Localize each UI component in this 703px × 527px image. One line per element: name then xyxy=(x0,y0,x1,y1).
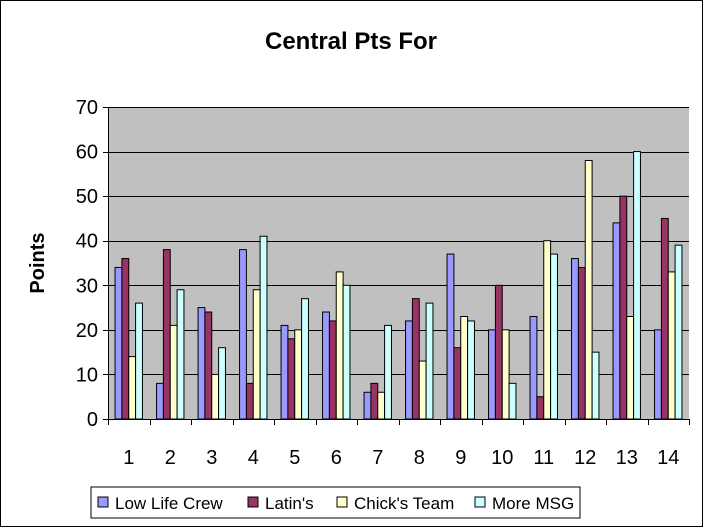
x-tick-label: 7 xyxy=(372,447,383,469)
bar-chick-s-team-8 xyxy=(418,360,427,420)
bar-latin-s-13 xyxy=(619,195,628,420)
bar-latin-s-1 xyxy=(121,258,130,420)
x-tick-label: 13 xyxy=(616,447,638,469)
bar-latin-s-8 xyxy=(411,298,420,420)
bar-latin-s-4 xyxy=(245,382,254,420)
bar-low-life-crew-5 xyxy=(280,324,289,420)
legend-label: More MSG xyxy=(492,494,574,513)
bar-more-msg-8 xyxy=(425,302,434,420)
bar-latin-s-3 xyxy=(204,311,213,420)
y-tick-label: 40 xyxy=(76,231,98,253)
y-axis-label: Points xyxy=(27,232,49,293)
bar-latin-s-6 xyxy=(328,320,337,420)
bar-chick-s-team-5 xyxy=(294,329,303,420)
legend-label: Chick's Team xyxy=(354,494,454,513)
bar-chick-s-team-10 xyxy=(501,329,510,420)
bar-chick-s-team-6 xyxy=(335,271,344,420)
bar-more-msg-2 xyxy=(176,289,185,420)
bar-chick-s-team-3 xyxy=(211,373,220,420)
bar-low-life-crew-12 xyxy=(571,258,579,420)
y-tick-label: 30 xyxy=(76,275,98,297)
legend-box xyxy=(90,486,581,519)
bar-low-life-crew-14 xyxy=(654,329,662,420)
bar-more-msg-10 xyxy=(508,382,517,420)
bar-low-life-crew-9 xyxy=(446,253,455,420)
bar-more-msg-11 xyxy=(550,253,558,420)
bar-chick-s-team-9 xyxy=(460,315,469,420)
bar-chick-s-team-12 xyxy=(584,159,593,420)
bar-chick-s-team-4 xyxy=(252,289,261,420)
bar-low-life-crew-1 xyxy=(114,266,123,420)
legend-swatch xyxy=(474,496,486,508)
bar-more-msg-4 xyxy=(259,235,268,420)
bar-low-life-crew-2 xyxy=(156,382,164,420)
bar-low-life-crew-11 xyxy=(529,315,538,420)
bar-more-msg-9 xyxy=(467,320,475,420)
y-tick-labels: 0 10 20 30 40 50 60 70 xyxy=(76,97,98,431)
bar-latin-s-2 xyxy=(162,249,171,420)
x-tick-label: 2 xyxy=(165,447,176,469)
legend-label: Latin's xyxy=(265,494,314,513)
bar-latin-s-14 xyxy=(660,217,669,420)
x-tick-label: 4 xyxy=(248,447,259,469)
x-tick-labels: 1 2 3 4 5 6 7 8 9 10 11 12 13 14 xyxy=(123,447,679,469)
bar-chick-s-team-13 xyxy=(626,315,635,420)
bar-more-msg-13 xyxy=(633,151,641,420)
bar-chick-s-team-7 xyxy=(377,391,386,420)
y-tick-label: 20 xyxy=(76,320,98,342)
bar-low-life-crew-7 xyxy=(363,391,372,420)
bar-latin-s-9 xyxy=(453,347,462,420)
bar-more-msg-1 xyxy=(135,302,143,420)
bar-low-life-crew-13 xyxy=(612,222,621,420)
bar-latin-s-12 xyxy=(577,266,586,420)
chart-title: Central Pts For xyxy=(265,28,437,55)
bar-low-life-crew-8 xyxy=(405,320,413,420)
x-tick-label: 14 xyxy=(657,447,679,469)
axes xyxy=(103,107,690,425)
y-tick-label: 60 xyxy=(76,142,98,164)
bar-more-msg-14 xyxy=(674,244,683,420)
legend-swatch xyxy=(247,496,259,508)
y-tick-label: 70 xyxy=(76,97,98,119)
bar-low-life-crew-6 xyxy=(322,311,330,420)
legend-swatch xyxy=(97,496,109,508)
plot-area xyxy=(108,107,689,419)
y-tick-label: 0 xyxy=(87,409,98,431)
bar-more-msg-7 xyxy=(384,324,392,420)
x-tick-label: 6 xyxy=(331,447,342,469)
bar-more-msg-12 xyxy=(591,351,600,420)
bar-more-msg-3 xyxy=(218,347,226,420)
y-tick-label: 10 xyxy=(76,364,98,386)
y-tick-label: 50 xyxy=(76,186,98,208)
x-tick-label: 8 xyxy=(414,447,425,469)
bar-latin-s-11 xyxy=(536,396,545,420)
x-tick-label: 12 xyxy=(574,447,596,469)
x-tick-label: 5 xyxy=(289,447,300,469)
legend-label: Low Life Crew xyxy=(115,494,223,513)
x-tick-label: 1 xyxy=(123,447,134,469)
bar-chick-s-team-14 xyxy=(667,271,676,420)
x-tick-label: 11 xyxy=(533,447,554,469)
bar-more-msg-5 xyxy=(301,298,309,420)
bar-chick-s-team-1 xyxy=(128,356,137,420)
bar-low-life-crew-3 xyxy=(197,307,206,420)
bar-latin-s-5 xyxy=(287,338,296,420)
bar-chick-s-team-11 xyxy=(543,240,552,420)
bar-chick-s-team-2 xyxy=(169,324,178,420)
bar-more-msg-6 xyxy=(342,284,351,420)
bar-latin-s-7 xyxy=(370,382,379,420)
legend: Low Life Crew Latin's Chick's Team More MSG xyxy=(90,486,581,519)
bar-low-life-crew-10 xyxy=(488,329,496,420)
bar-latin-s-10 xyxy=(494,284,503,420)
bar-low-life-crew-4 xyxy=(239,249,247,420)
legend-swatch xyxy=(336,496,348,508)
x-tick-label: 9 xyxy=(455,447,466,469)
x-tick-label: 3 xyxy=(206,447,217,469)
x-tick-label: 10 xyxy=(491,447,513,469)
